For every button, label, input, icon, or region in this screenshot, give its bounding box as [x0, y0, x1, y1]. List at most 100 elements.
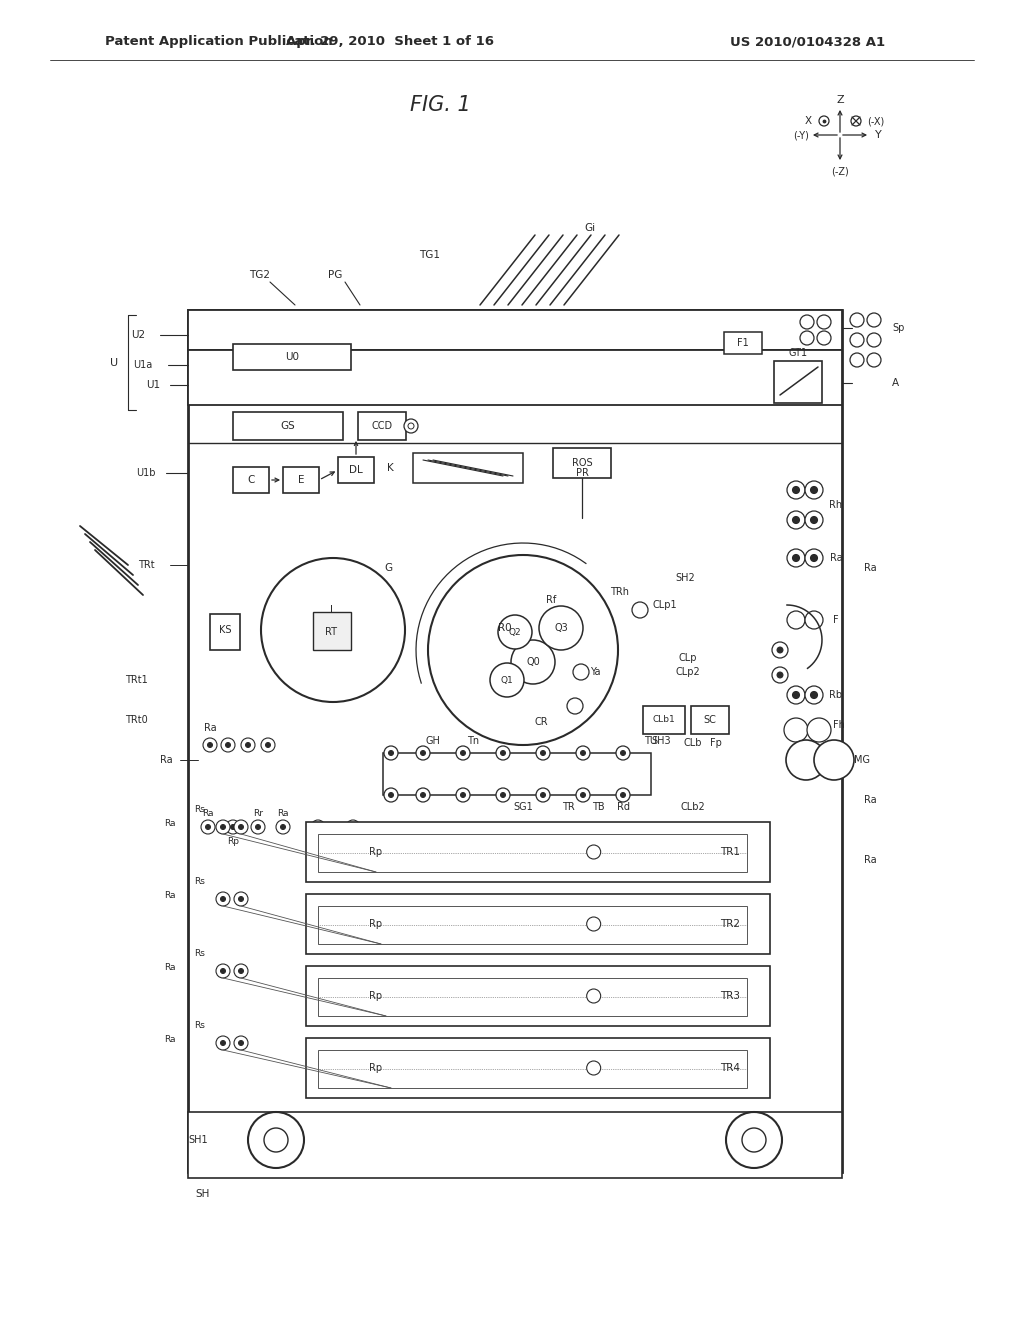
Text: Rp: Rp [370, 1063, 383, 1073]
Text: Rb: Rb [829, 690, 843, 700]
Text: Y: Y [874, 129, 882, 140]
Bar [188, 310, 842, 1172]
Text: SC: SC [703, 715, 717, 725]
Circle shape [817, 315, 831, 329]
Circle shape [800, 315, 814, 329]
Circle shape [216, 1036, 230, 1049]
Text: Ra: Ra [164, 891, 176, 899]
Circle shape [867, 313, 881, 327]
Text: TG2: TG2 [250, 271, 270, 280]
Circle shape [805, 511, 823, 529]
Text: R0: R0 [499, 623, 512, 634]
Text: Ra: Ra [203, 808, 214, 817]
Circle shape [490, 663, 524, 697]
Text: ROS: ROS [571, 458, 592, 469]
Bar [188, 1111, 842, 1177]
Circle shape [573, 664, 589, 680]
Text: (-Y): (-Y) [793, 129, 809, 140]
Circle shape [226, 820, 240, 834]
Bar [338, 457, 374, 483]
Circle shape [315, 825, 321, 829]
Text: TR4: TR4 [720, 1063, 740, 1073]
Circle shape [567, 698, 583, 714]
Text: Rs: Rs [195, 949, 206, 957]
Text: U2: U2 [131, 330, 145, 341]
Text: Q1: Q1 [501, 676, 513, 685]
Circle shape [251, 820, 265, 834]
Circle shape [621, 751, 626, 755]
Bar [774, 360, 822, 403]
Circle shape [501, 751, 506, 755]
Circle shape [787, 686, 805, 704]
Text: TR3: TR3 [720, 991, 740, 1001]
Text: Ra: Ra [829, 553, 843, 564]
Bar [188, 310, 842, 350]
Text: SG1: SG1 [513, 803, 532, 812]
Circle shape [239, 825, 244, 829]
Circle shape [216, 892, 230, 906]
Text: U1b: U1b [136, 469, 156, 478]
Text: SH2: SH2 [675, 573, 695, 583]
Circle shape [220, 896, 225, 902]
Circle shape [800, 331, 814, 345]
Text: (-Z): (-Z) [831, 166, 849, 176]
Text: SH3: SH3 [651, 737, 671, 746]
Circle shape [388, 792, 393, 797]
Text: Rp: Rp [227, 837, 239, 846]
Circle shape [805, 686, 823, 704]
Circle shape [817, 331, 831, 345]
Bar [233, 412, 343, 440]
Text: US 2010/0104328 A1: US 2010/0104328 A1 [730, 36, 885, 49]
Text: GH: GH [426, 737, 440, 746]
Bar [553, 447, 611, 478]
Circle shape [206, 825, 211, 829]
Circle shape [384, 788, 398, 803]
Text: U1a: U1a [133, 360, 153, 370]
Circle shape [787, 549, 805, 568]
Circle shape [511, 640, 555, 684]
Text: TR1: TR1 [720, 847, 740, 857]
Bar [413, 453, 523, 483]
Text: Q0: Q0 [526, 657, 540, 667]
Circle shape [234, 1036, 248, 1049]
Bar [318, 906, 746, 944]
Circle shape [281, 825, 286, 829]
Text: Ra: Ra [164, 1035, 176, 1044]
Circle shape [793, 692, 800, 698]
Circle shape [239, 1040, 244, 1045]
Circle shape [793, 554, 800, 561]
Circle shape [461, 792, 466, 797]
Text: CR: CR [535, 717, 548, 727]
Circle shape [501, 792, 506, 797]
Text: Z: Z [837, 95, 844, 106]
Text: Ra: Ra [278, 808, 289, 817]
Text: L: L [330, 605, 336, 615]
Bar [188, 350, 842, 405]
Text: K: K [387, 463, 393, 473]
Bar [318, 1049, 746, 1088]
Circle shape [811, 487, 817, 494]
Text: TRt1: TRt1 [125, 675, 147, 685]
Bar [358, 412, 406, 440]
Circle shape [777, 672, 783, 678]
Bar [313, 612, 351, 649]
Text: Fp: Fp [710, 738, 722, 748]
Text: Ra: Ra [160, 755, 172, 766]
Text: TRt: TRt [137, 560, 155, 570]
Circle shape [793, 487, 800, 494]
Text: CLp: CLp [679, 653, 697, 663]
Circle shape [581, 792, 586, 797]
Circle shape [246, 742, 251, 747]
Circle shape [536, 788, 550, 803]
Circle shape [616, 788, 630, 803]
Circle shape [621, 792, 626, 797]
Circle shape [811, 692, 817, 698]
Circle shape [814, 741, 854, 780]
Circle shape [276, 820, 290, 834]
Circle shape [786, 741, 826, 780]
Circle shape [632, 602, 648, 618]
Text: Ra: Ra [164, 962, 176, 972]
Bar [233, 345, 351, 370]
Bar [210, 614, 240, 649]
Circle shape [241, 738, 255, 752]
